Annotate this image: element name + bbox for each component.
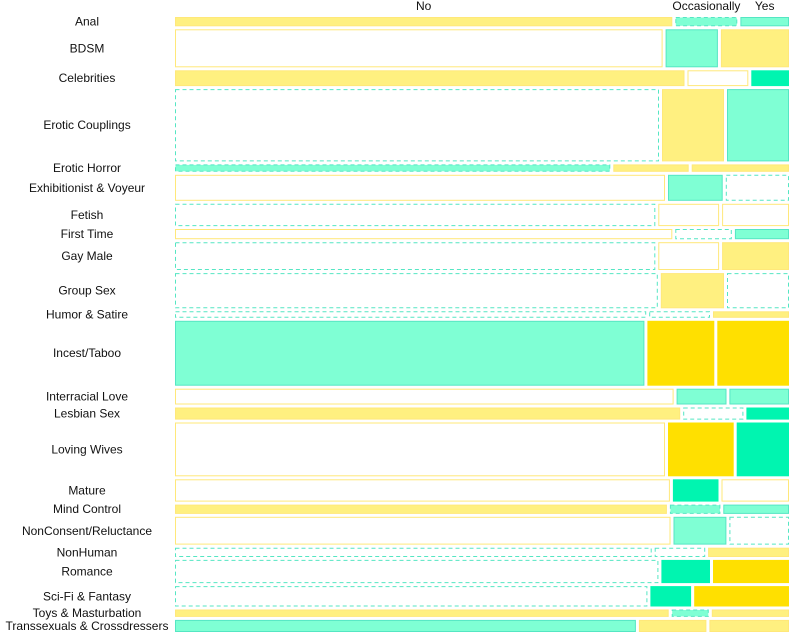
mosaic-tiles bbox=[175, 17, 789, 632]
row-label: Anal bbox=[75, 15, 99, 29]
tile-14-no bbox=[175, 407, 681, 420]
tile-21-no bbox=[175, 586, 648, 607]
tile-17-no bbox=[175, 504, 667, 514]
tile-1-no bbox=[175, 17, 673, 27]
tile-10-yes bbox=[727, 273, 789, 309]
tile-6-no bbox=[175, 174, 665, 201]
tile-5-yes bbox=[691, 164, 789, 172]
tile-16-occ bbox=[672, 479, 719, 502]
tile-8-occ bbox=[675, 229, 732, 240]
tile-6-yes bbox=[725, 174, 789, 201]
row-label: Humor & Satire bbox=[46, 308, 128, 322]
tile-23-yes bbox=[709, 619, 789, 632]
tile-17-yes bbox=[723, 504, 789, 514]
tile-11-no bbox=[175, 311, 647, 318]
tile-7-yes bbox=[722, 203, 789, 227]
tile-5-occ bbox=[613, 164, 689, 172]
tile-15-no bbox=[175, 422, 665, 477]
tile-11-occ bbox=[649, 311, 711, 318]
tile-2-no bbox=[175, 29, 663, 68]
tile-5-no bbox=[175, 164, 611, 172]
row-label: BDSM bbox=[70, 41, 105, 55]
tile-10-no bbox=[175, 273, 658, 309]
row-label: Erotic Horror bbox=[53, 161, 121, 175]
tile-9-yes bbox=[722, 242, 789, 270]
tile-8-yes bbox=[734, 229, 789, 240]
tile-18-no bbox=[175, 516, 671, 545]
tile-19-no bbox=[175, 547, 652, 558]
row-label: Erotic Couplings bbox=[43, 118, 130, 132]
tile-21-occ bbox=[650, 586, 692, 607]
tile-4-occ bbox=[662, 89, 724, 162]
tile-16-yes bbox=[721, 479, 789, 502]
tile-12-occ bbox=[647, 320, 715, 386]
tile-16-no bbox=[175, 479, 670, 502]
tile-7-no bbox=[175, 203, 656, 227]
tile-19-yes bbox=[708, 547, 789, 558]
tile-22-occ bbox=[671, 609, 709, 617]
tile-9-occ bbox=[658, 242, 720, 270]
tile-15-occ bbox=[668, 422, 734, 477]
tile-2-occ bbox=[665, 29, 718, 68]
tile-23-occ bbox=[638, 619, 707, 632]
tile-23-no bbox=[175, 619, 636, 632]
row-label: Romance bbox=[61, 565, 113, 579]
tile-6-occ bbox=[668, 174, 723, 201]
tile-20-occ bbox=[661, 559, 711, 584]
tile-20-no bbox=[175, 559, 659, 584]
row-label: Mind Control bbox=[53, 502, 121, 516]
tile-13-no bbox=[175, 388, 674, 405]
tile-12-yes bbox=[717, 320, 789, 386]
row-labels: Anal BDSM Celebrities Erotic Couplings Eroti… bbox=[6, 15, 169, 632]
tile-2-yes bbox=[720, 29, 789, 68]
row-label: Lesbian Sex bbox=[54, 407, 120, 421]
tile-9-no bbox=[175, 242, 656, 270]
row-label: NonHuman bbox=[57, 545, 118, 559]
tile-1-yes bbox=[740, 17, 789, 27]
row-label: NonConsent/Reluctance bbox=[22, 524, 152, 538]
column-label-1: No bbox=[416, 0, 432, 13]
tile-22-yes bbox=[711, 609, 789, 617]
tile-8-no bbox=[175, 229, 673, 240]
row-label: Group Sex bbox=[58, 284, 115, 298]
column-label-2: Occasionally bbox=[672, 0, 740, 13]
tile-4-no bbox=[175, 89, 659, 162]
row-label: Loving Wives bbox=[51, 442, 122, 456]
row-label: Transsexuals & Crossdressers bbox=[6, 619, 169, 632]
row-label: First Time bbox=[61, 227, 114, 241]
row-label: Fetish bbox=[71, 208, 104, 222]
tile-3-yes bbox=[751, 70, 789, 87]
tile-15-yes bbox=[736, 422, 789, 477]
row-label: Gay Male bbox=[61, 249, 113, 263]
tile-22-no bbox=[175, 609, 669, 617]
tile-3-no bbox=[175, 70, 685, 87]
column-labels: No Occasionally Yes bbox=[416, 0, 774, 13]
row-label: Exhibitionist & Voyeur bbox=[29, 181, 145, 195]
tile-20-yes bbox=[713, 559, 789, 584]
tile-13-occ bbox=[676, 388, 727, 405]
tile-14-occ bbox=[683, 407, 744, 420]
tile-13-yes bbox=[729, 388, 789, 405]
row-label: Mature bbox=[68, 483, 106, 497]
tile-1-occ bbox=[675, 17, 738, 27]
row-label: Incest/Taboo bbox=[53, 346, 121, 360]
tile-11-yes bbox=[713, 311, 789, 318]
row-label: Toys & Masturbation bbox=[33, 606, 142, 620]
tile-17-occ bbox=[669, 504, 721, 514]
row-label: Interracial Love bbox=[46, 390, 128, 404]
tile-7-occ bbox=[658, 203, 720, 227]
tile-19-occ bbox=[654, 547, 706, 558]
tile-10-occ bbox=[660, 273, 724, 309]
tile-3-occ bbox=[687, 70, 749, 87]
tile-18-occ bbox=[673, 516, 727, 545]
tile-18-yes bbox=[729, 516, 789, 545]
tile-14-yes bbox=[746, 407, 789, 420]
row-label: Sci-Fi & Fantasy bbox=[43, 589, 131, 603]
tile-4-yes bbox=[727, 89, 789, 162]
tile-12-no bbox=[175, 320, 645, 386]
tile-21-yes bbox=[694, 586, 789, 607]
row-label: Celebrities bbox=[59, 71, 116, 85]
column-label-3: Yes bbox=[755, 0, 775, 13]
